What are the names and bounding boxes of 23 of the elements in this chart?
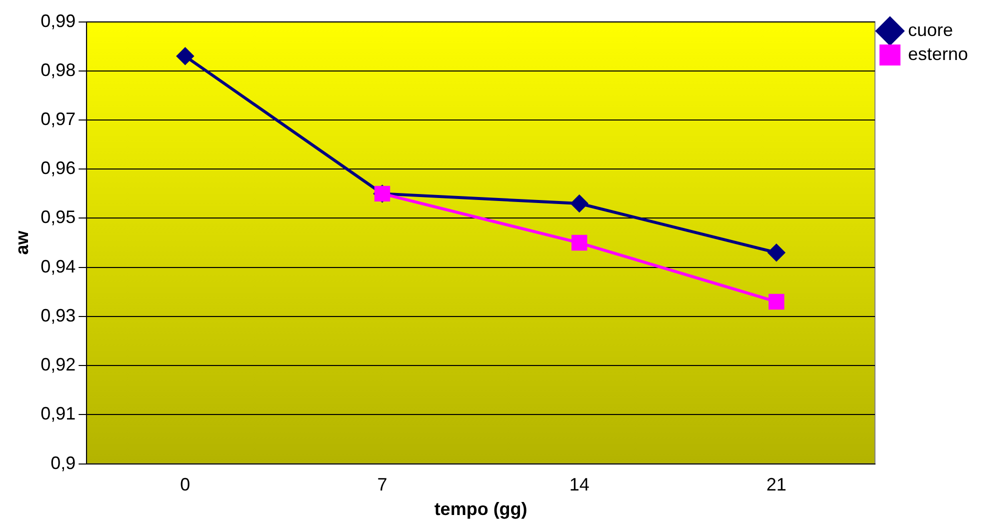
y-tick-label: 0,91 bbox=[40, 404, 76, 424]
x-tick-label: 14 bbox=[569, 474, 590, 495]
y-tick-label: 0,9 bbox=[50, 452, 76, 473]
x-tick-label: 7 bbox=[377, 474, 388, 495]
y-tick-label: 0,93 bbox=[40, 305, 76, 326]
point bbox=[571, 234, 588, 251]
point bbox=[570, 195, 588, 212]
legend-label: esterno bbox=[908, 44, 968, 64]
y-tick-label: 0,98 bbox=[40, 60, 76, 80]
point bbox=[176, 48, 194, 65]
y-tick-label: 0,92 bbox=[40, 354, 76, 375]
y-axis-title: aw bbox=[12, 230, 32, 255]
y-tick-label: 0,96 bbox=[40, 158, 76, 178]
y-tick-label: 0,94 bbox=[40, 256, 76, 276]
legend-label: cuore bbox=[908, 20, 953, 40]
y-tick-label: 0,95 bbox=[40, 207, 76, 228]
point bbox=[768, 294, 784, 310]
y-tick-label: 0,99 bbox=[40, 10, 76, 31]
point bbox=[768, 244, 785, 262]
x-axis-title: tempo (gg) bbox=[434, 499, 528, 520]
x-tick-label: 0 bbox=[180, 474, 190, 495]
y-tick-label: 0,97 bbox=[40, 108, 76, 129]
x-tick-label: 21 bbox=[766, 474, 786, 495]
